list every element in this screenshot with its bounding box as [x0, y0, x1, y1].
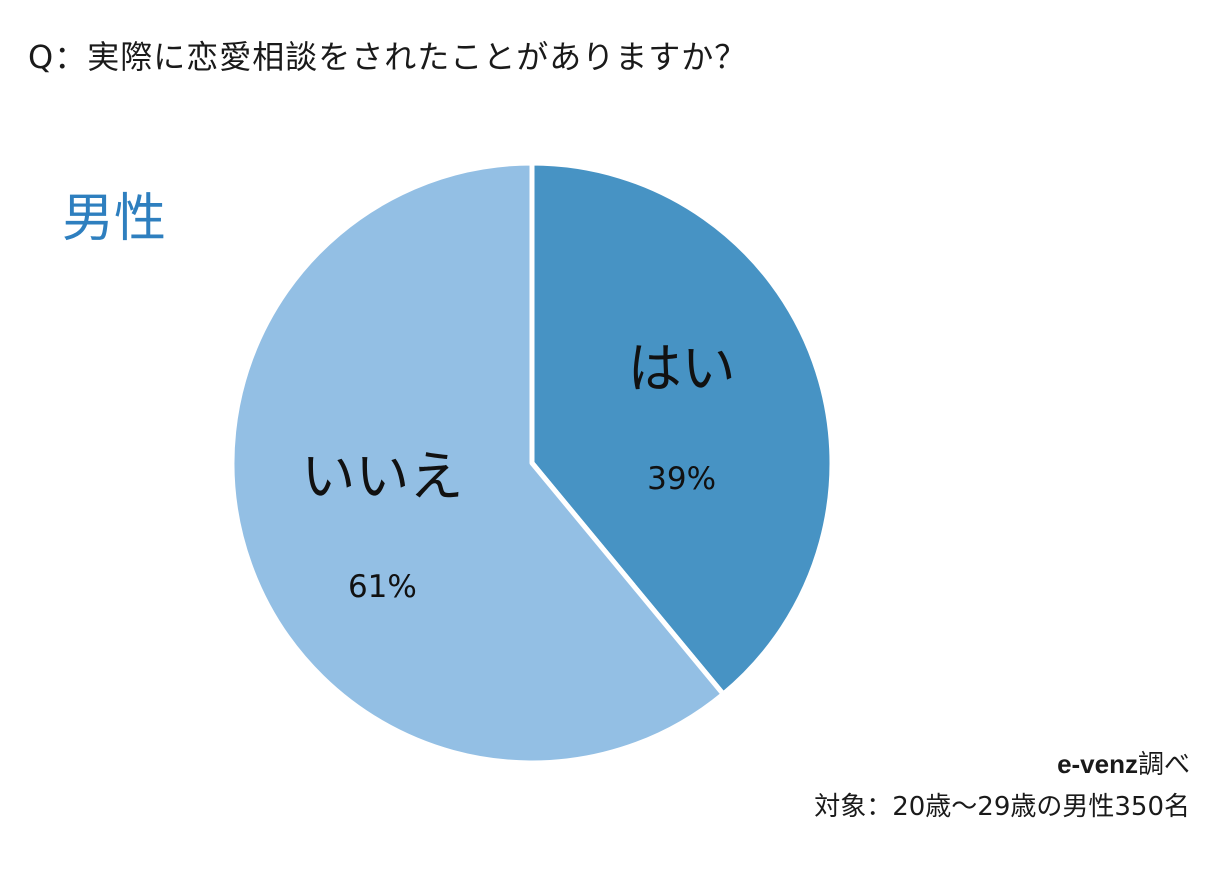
pie-slice-label-0: はい: [628, 337, 736, 400]
source-brand: e-venz: [1057, 749, 1138, 779]
pie-slice-label-1: いいえ: [301, 445, 463, 508]
source-credit: e-venz調べ: [1057, 744, 1190, 781]
group-label: 男性: [62, 189, 167, 249]
pie-slice-0: [529, 160, 835, 697]
survey-target: 対象：20歳〜29歳の男性350名: [814, 792, 1190, 822]
pie-slice-1: [229, 160, 726, 766]
chart-question: Q：実際に恋愛相談をされたことがありますか？: [28, 38, 748, 76]
pie-slice-value-1: 61%: [348, 569, 417, 605]
source-suffix: 調べ: [1137, 750, 1190, 780]
pie-slice-value-0: 39%: [647, 461, 716, 497]
